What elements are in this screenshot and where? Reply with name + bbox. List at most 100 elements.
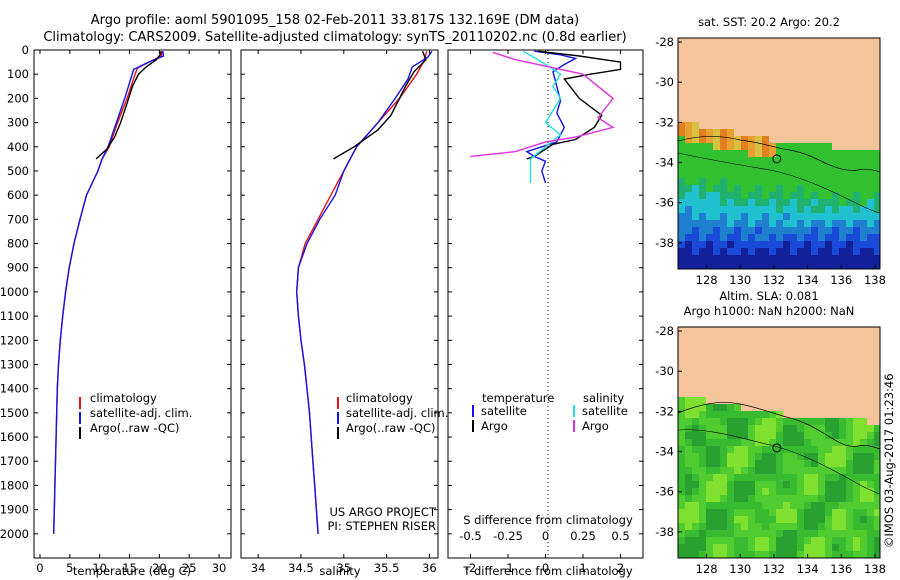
sst-cell bbox=[713, 199, 720, 206]
sla-cell bbox=[825, 453, 832, 460]
series-line-t-argo bbox=[526, 50, 622, 160]
sst-cell bbox=[846, 227, 853, 234]
sst-cell bbox=[734, 192, 741, 199]
sla-cell bbox=[783, 467, 790, 474]
sla-cell bbox=[678, 474, 685, 481]
sla-cell bbox=[853, 523, 860, 530]
sst-cell bbox=[720, 199, 727, 206]
sst-cell bbox=[790, 234, 797, 241]
sst-cell bbox=[783, 262, 790, 269]
sla-cell bbox=[769, 502, 776, 509]
sla-cell bbox=[706, 404, 713, 411]
sla-cell bbox=[755, 516, 762, 523]
sla-cell bbox=[867, 523, 874, 530]
sla-cell bbox=[762, 453, 769, 460]
sla-cell bbox=[832, 544, 839, 551]
sst-cell bbox=[867, 220, 874, 227]
sla-cell bbox=[874, 460, 880, 467]
sst-cell bbox=[678, 143, 685, 150]
sla-cell bbox=[874, 523, 880, 530]
sst-cell bbox=[797, 213, 804, 220]
sla-cell bbox=[692, 544, 699, 551]
sla-cell bbox=[699, 481, 706, 488]
sst-cell bbox=[797, 143, 804, 150]
sla-cell bbox=[804, 509, 811, 516]
x-tick-label: 0 bbox=[36, 561, 43, 575]
sla-cell bbox=[860, 418, 867, 425]
sst-cell bbox=[874, 220, 880, 227]
sst-cell bbox=[706, 220, 713, 227]
sst-cell bbox=[867, 248, 874, 255]
sst-cell bbox=[685, 262, 692, 269]
sla-cell bbox=[811, 516, 818, 523]
sst-cell bbox=[832, 248, 839, 255]
sst-cell bbox=[818, 143, 825, 150]
y-tick-label: 0 bbox=[22, 43, 29, 57]
sla-cell bbox=[846, 418, 853, 425]
sla-cell bbox=[734, 418, 741, 425]
sst-cell bbox=[741, 150, 748, 157]
sst-cell bbox=[860, 206, 867, 213]
sla-cell bbox=[853, 495, 860, 502]
sst-cell bbox=[762, 150, 769, 157]
sst-cell bbox=[783, 199, 790, 206]
sla-cell bbox=[727, 404, 734, 411]
sla-cell bbox=[846, 460, 853, 467]
sla-cell bbox=[748, 537, 755, 544]
sla-cell bbox=[797, 453, 804, 460]
sla-cell bbox=[699, 495, 706, 502]
sst-cell bbox=[699, 136, 706, 143]
sst-cell bbox=[755, 255, 762, 262]
sla-cell bbox=[839, 474, 846, 481]
sla-cell bbox=[832, 551, 839, 558]
y-tick-label: 1900 bbox=[0, 503, 29, 517]
sst-cell bbox=[699, 129, 706, 136]
sla-cell bbox=[797, 544, 804, 551]
title-line-1: Argo profile: aoml 5901095_158 02-Feb-20… bbox=[90, 13, 580, 28]
sst-cell bbox=[727, 129, 734, 136]
sla-cell bbox=[867, 530, 874, 537]
sla-cell bbox=[839, 432, 846, 439]
sst-cell bbox=[839, 220, 846, 227]
sla-cell bbox=[727, 488, 734, 495]
sla-cell bbox=[734, 460, 741, 467]
sla-cell bbox=[727, 411, 734, 418]
sst-cell bbox=[825, 234, 832, 241]
sla-cell bbox=[874, 446, 880, 453]
series-line-satellite-adj-clim bbox=[295, 50, 433, 534]
sst-cell bbox=[846, 234, 853, 241]
sst-cell bbox=[741, 192, 748, 199]
sla-coastline bbox=[678, 402, 880, 450]
sla-cell bbox=[811, 453, 818, 460]
sla-cell bbox=[867, 453, 874, 460]
x2-tick-label: 0.25 bbox=[570, 529, 596, 543]
sst-cell bbox=[734, 248, 741, 255]
sst-cell bbox=[727, 192, 734, 199]
sla-cell bbox=[727, 551, 734, 558]
sla-cell bbox=[713, 544, 720, 551]
y-tick-label: 1800 bbox=[0, 478, 29, 492]
sst-cell bbox=[804, 199, 811, 206]
sst-cell bbox=[699, 157, 706, 164]
sla-cell bbox=[748, 460, 755, 467]
sla-cell bbox=[867, 488, 874, 495]
sst-cell bbox=[811, 199, 818, 206]
sla-cell bbox=[748, 523, 755, 530]
sst-cell bbox=[825, 178, 832, 185]
sst-cell bbox=[818, 171, 825, 178]
sla-cell bbox=[748, 530, 755, 537]
sla-cell bbox=[762, 530, 769, 537]
sla-cell bbox=[727, 537, 734, 544]
sla-cell bbox=[706, 446, 713, 453]
sst-cell bbox=[783, 248, 790, 255]
sla-cell bbox=[692, 467, 699, 474]
sst-cell bbox=[727, 206, 734, 213]
sla-cell bbox=[678, 530, 685, 537]
sla-cell bbox=[699, 530, 706, 537]
sst-cell bbox=[727, 220, 734, 227]
sst-cell bbox=[755, 241, 762, 248]
sst-cell bbox=[713, 150, 720, 157]
sla-cell bbox=[790, 516, 797, 523]
sst-cell bbox=[755, 185, 762, 192]
sst-cell bbox=[762, 234, 769, 241]
